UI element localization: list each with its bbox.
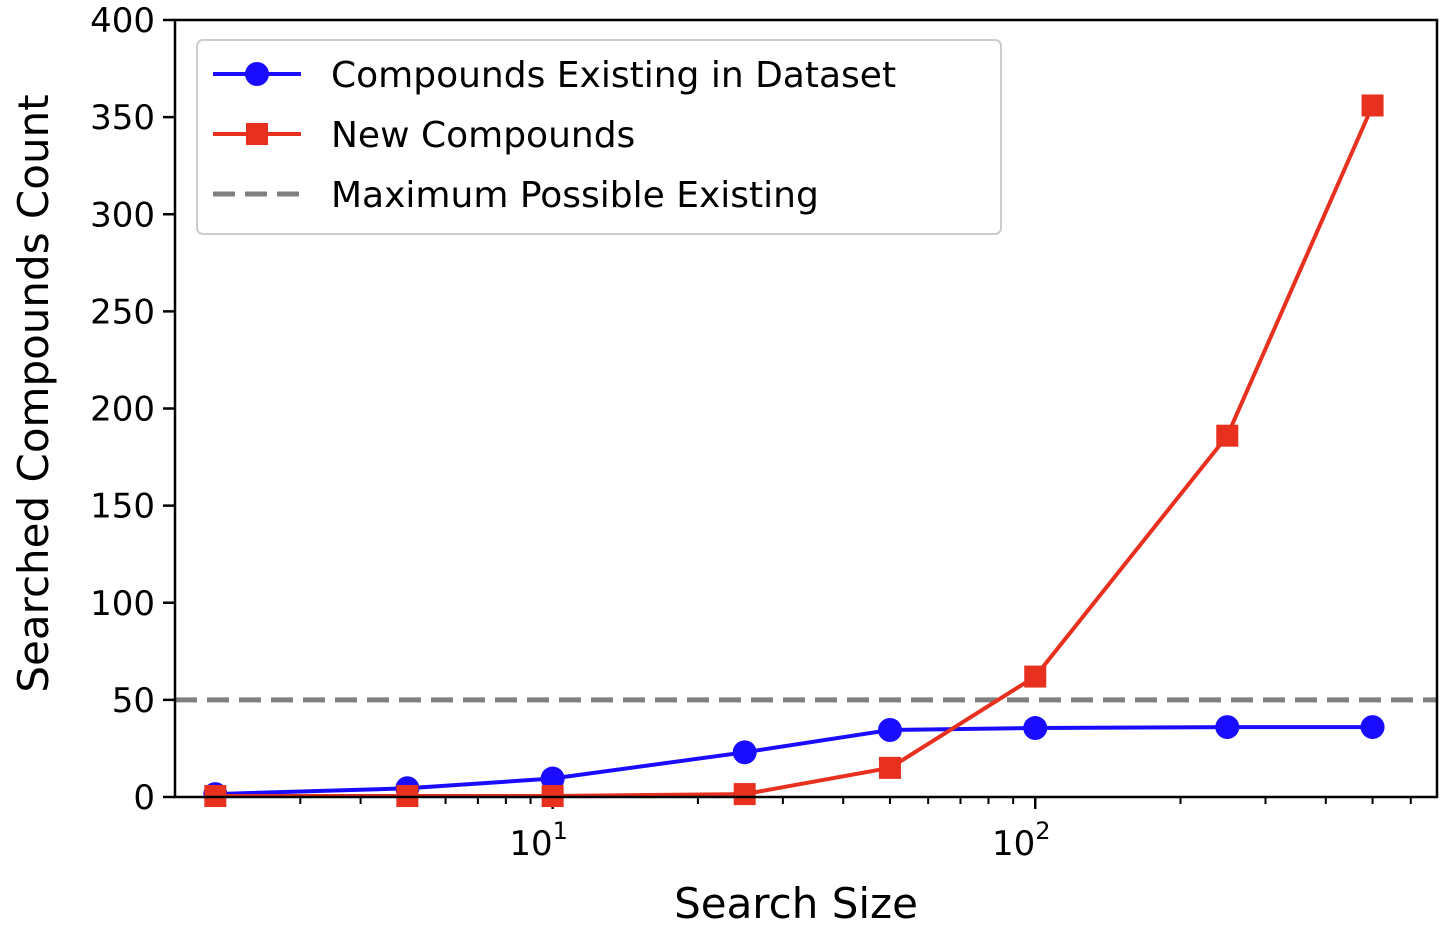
legend-marker-circle <box>245 62 269 86</box>
x-tick-base: 10 <box>992 824 1035 864</box>
x-tick-label: 101 <box>509 817 568 864</box>
y-tick-label: 100 <box>90 584 155 624</box>
x-tick-exponent: 1 <box>553 817 568 845</box>
data-point-existing <box>1360 715 1385 740</box>
legend-marker-square <box>246 123 268 145</box>
x-tick-base: 10 <box>509 824 552 864</box>
data-point-existing <box>540 766 565 791</box>
plot-frame <box>173 18 1439 799</box>
series-line-existing <box>215 725 1373 797</box>
x-axis-ticks: 101 102 <box>214 797 1412 864</box>
y-axis-ticks: 0 50 100 150 200 250 300 350 400 <box>90 1 175 818</box>
legend: Compounds Existing in Dataset New Compoun… <box>196 39 1002 235</box>
data-point-new <box>878 756 901 779</box>
y-tick-label: 400 <box>90 1 155 41</box>
y-axis-label: Searched Compounds Count <box>9 94 58 692</box>
data-point-new <box>733 783 756 806</box>
x-axis-label: Search Size <box>674 879 918 928</box>
y-tick-label: 250 <box>90 292 155 332</box>
y-tick-label: 0 <box>133 778 155 818</box>
y-tick-label: 150 <box>90 487 155 527</box>
legend-box <box>196 39 1002 235</box>
y-tick-label: 200 <box>90 390 155 430</box>
x-tick-exponent: 2 <box>1035 817 1050 845</box>
data-point-existing <box>877 717 902 742</box>
data-point-new <box>1361 94 1384 117</box>
x-tick-label: 102 <box>992 817 1051 864</box>
y-tick-label: 50 <box>112 681 155 721</box>
y-tick-label: 300 <box>90 195 155 235</box>
y-tick-label: 350 <box>90 98 155 138</box>
legend-label: New Compounds <box>331 115 635 156</box>
data-point-existing <box>1215 715 1240 740</box>
legend-label: Maximum Possible Existing <box>331 175 819 216</box>
data-point-new <box>1024 665 1047 688</box>
data-point-new <box>1216 424 1239 447</box>
data-point-existing <box>732 740 757 765</box>
data-point-existing <box>1023 716 1048 741</box>
legend-label: Compounds Existing in Dataset <box>331 55 896 96</box>
